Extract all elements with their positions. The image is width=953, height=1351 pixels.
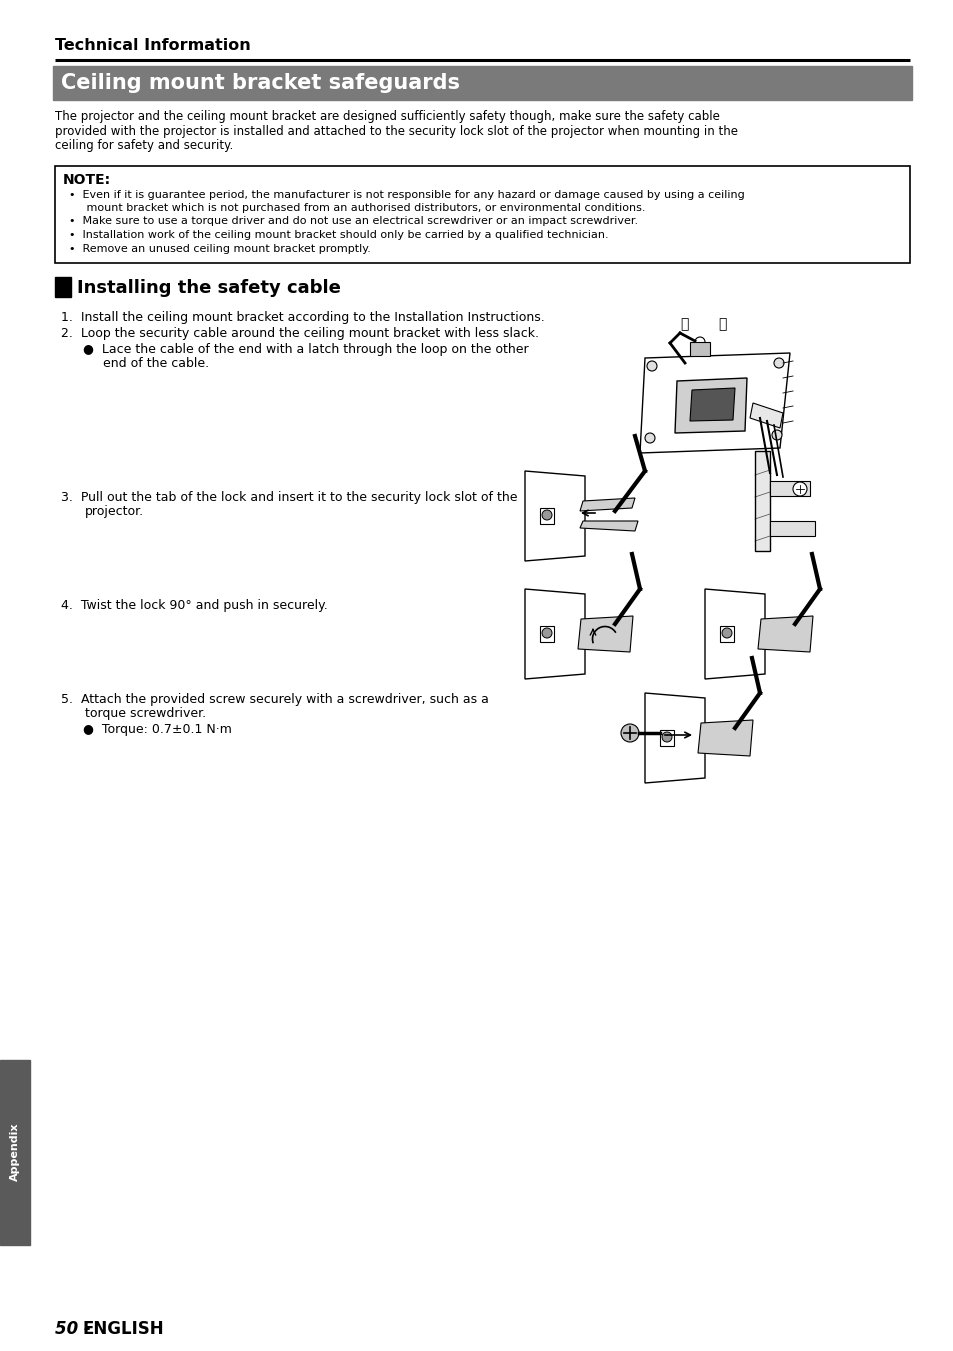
Polygon shape xyxy=(578,616,633,653)
Text: 5.  Attach the provided screw securely with a screwdriver, such as a: 5. Attach the provided screw securely wi… xyxy=(61,693,488,707)
Polygon shape xyxy=(675,378,746,434)
Text: mount bracket which is not purchased from an authorised distributors, or environ: mount bracket which is not purchased fro… xyxy=(69,203,645,213)
Text: ENGLISH: ENGLISH xyxy=(83,1320,165,1337)
Circle shape xyxy=(620,724,639,742)
Polygon shape xyxy=(758,616,812,653)
Circle shape xyxy=(646,361,657,372)
Text: end of the cable.: end of the cable. xyxy=(83,357,209,370)
Text: Ceiling mount bracket safeguards: Ceiling mount bracket safeguards xyxy=(61,73,459,93)
Text: projector.: projector. xyxy=(85,505,144,517)
Bar xyxy=(0,1061,30,1246)
Text: 50 -: 50 - xyxy=(55,1320,96,1337)
Text: •  Remove an unused ceiling mount bracket promptly.: • Remove an unused ceiling mount bracket… xyxy=(69,243,371,254)
Text: •  Even if it is guarantee period, the manufacturer is not responsible for any h: • Even if it is guarantee period, the ma… xyxy=(69,189,744,200)
Text: ●  Lace the cable of the end with a latch through the loop on the other: ● Lace the cable of the end with a latch… xyxy=(83,343,528,357)
Polygon shape xyxy=(579,499,635,511)
Polygon shape xyxy=(689,388,734,422)
Polygon shape xyxy=(769,481,809,496)
Text: ceiling for safety and security.: ceiling for safety and security. xyxy=(55,139,233,153)
Polygon shape xyxy=(524,589,584,680)
Bar xyxy=(689,342,709,357)
Bar xyxy=(55,277,71,297)
Circle shape xyxy=(541,509,552,520)
Polygon shape xyxy=(769,521,814,536)
Circle shape xyxy=(792,482,806,496)
Polygon shape xyxy=(754,451,769,551)
Polygon shape xyxy=(579,521,638,531)
Text: 4.  Twist the lock 90° and push in securely.: 4. Twist the lock 90° and push in secure… xyxy=(61,598,328,612)
Text: Technical Information: Technical Information xyxy=(55,38,251,53)
Text: The projector and the ceiling mount bracket are designed sufficiently safety tho: The projector and the ceiling mount brac… xyxy=(55,109,720,123)
Bar xyxy=(539,508,554,524)
Text: ●  Torque: 0.7±0.1 N·m: ● Torque: 0.7±0.1 N·m xyxy=(83,723,232,736)
Text: Installing the safety cable: Installing the safety cable xyxy=(77,280,340,297)
Text: •  Make sure to use a torque driver and do not use an electrical screwdriver or : • Make sure to use a torque driver and d… xyxy=(69,216,638,227)
Circle shape xyxy=(771,430,781,440)
Text: 「: 「 xyxy=(679,317,688,331)
Text: 3.  Pull out the tab of the lock and insert it to the security lock slot of the: 3. Pull out the tab of the lock and inse… xyxy=(61,490,517,504)
Polygon shape xyxy=(644,693,704,784)
Circle shape xyxy=(721,628,731,638)
Circle shape xyxy=(773,358,783,367)
Polygon shape xyxy=(749,403,782,428)
Bar xyxy=(55,166,909,263)
Text: 2.  Loop the security cable around the ceiling mount bracket with less slack.: 2. Loop the security cable around the ce… xyxy=(61,327,538,340)
Text: Appendix: Appendix xyxy=(10,1123,20,1181)
Bar xyxy=(720,626,733,642)
Text: 」: 」 xyxy=(718,317,725,331)
Text: provided with the projector is installed and attached to the security lock slot : provided with the projector is installed… xyxy=(55,124,738,138)
Bar xyxy=(539,626,554,642)
Text: •  Installation work of the ceiling mount bracket should only be carried by a qu: • Installation work of the ceiling mount… xyxy=(69,230,608,240)
Text: NOTE:: NOTE: xyxy=(63,173,111,188)
Bar xyxy=(659,730,673,746)
Polygon shape xyxy=(524,471,584,561)
Polygon shape xyxy=(704,589,764,680)
Circle shape xyxy=(661,732,671,742)
Text: 1.  Install the ceiling mount bracket according to the Installation Instructions: 1. Install the ceiling mount bracket acc… xyxy=(61,311,544,324)
Text: torque screwdriver.: torque screwdriver. xyxy=(85,707,206,720)
Circle shape xyxy=(644,434,655,443)
Circle shape xyxy=(541,628,552,638)
Polygon shape xyxy=(639,353,789,453)
Polygon shape xyxy=(698,720,752,757)
Bar xyxy=(53,66,911,100)
